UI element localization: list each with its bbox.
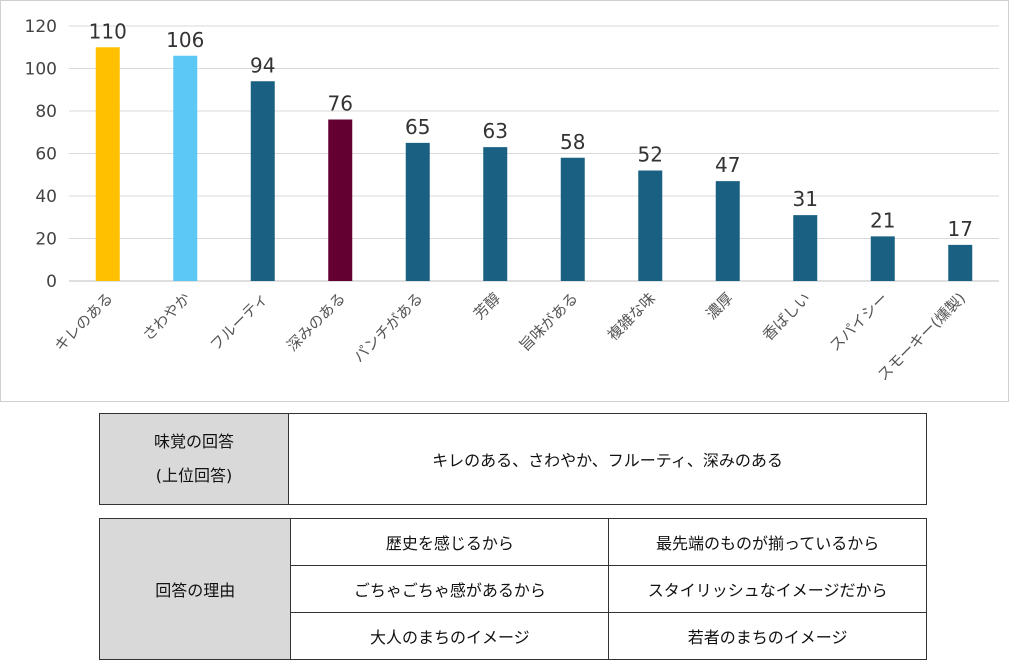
data-label: 76 [328, 92, 353, 116]
category-label: 芳醇 [470, 289, 504, 323]
data-label: 63 [483, 119, 508, 143]
data-label: 21 [870, 208, 895, 232]
bar [638, 170, 663, 281]
category-label: キレのある [51, 289, 117, 355]
data-label: 31 [793, 187, 818, 211]
reasons-table: 回答の理由 歴史を感じるから 最先端のものが揃っているから ごちゃごちゃ感がある… [98, 518, 927, 660]
data-label: 47 [715, 153, 740, 177]
taste-summary-header: 味覚の回答 (上位回答) [99, 413, 289, 505]
data-label: 52 [638, 143, 663, 167]
bar [483, 147, 508, 281]
category-label: パンチがある [350, 289, 427, 366]
reason-cell: ごちゃごちゃ感があるから [290, 565, 610, 613]
bar [948, 244, 973, 281]
bar [870, 236, 895, 281]
reasons-header: 回答の理由 [98, 518, 292, 660]
bar [95, 47, 120, 281]
reason-cell: 大人のまちのイメージ [290, 612, 610, 660]
bar [405, 142, 430, 281]
bar [715, 181, 740, 281]
reason-cell: スタイリッシュなイメージだから [608, 565, 927, 613]
bar [560, 157, 585, 281]
bar [173, 55, 198, 281]
data-label: 58 [560, 130, 585, 154]
bar [328, 119, 353, 281]
reason-cell: 若者のまちのイメージ [608, 612, 927, 660]
data-label: 65 [405, 115, 430, 139]
taste-summary-header-line2: (上位回答) [155, 466, 233, 485]
data-label: 94 [250, 53, 275, 77]
category-label: スパイシー [826, 289, 892, 355]
taste-summary-value: キレのある、さわやか、フルーティ、深みのある [288, 413, 927, 505]
bar [250, 81, 275, 281]
bar [793, 215, 818, 281]
category-label: 濃厚 [703, 289, 737, 323]
category-label: 複雑な味 [604, 289, 659, 344]
y-tick-label: 0 [46, 272, 57, 292]
category-label: 深みのある [283, 289, 349, 355]
chart-container: 0 20 40 60 80 100 120 110 キレのある 106 さわやか 94 フルーティ 76 深… [0, 0, 1009, 402]
taste-summary-table: 味覚の回答 (上位回答) キレのある、さわやか、フルーティ、深みのある [99, 413, 927, 505]
y-tick-label: 20 [35, 230, 57, 250]
category-label: 旨味がある [516, 289, 582, 355]
data-label: 110 [89, 19, 127, 43]
y-tick-label: 80 [35, 102, 57, 122]
data-label: 106 [166, 28, 204, 52]
taste-summary-header-line1: 味覚の回答 [153, 432, 234, 451]
data-label: 17 [948, 217, 973, 241]
reason-cell: 最先端のものが揃っているから [608, 518, 927, 566]
reason-cell: 歴史を感じるから [290, 518, 610, 566]
y-tick-label: 120 [25, 17, 57, 37]
y-tick-label: 40 [35, 187, 57, 207]
category-label: 香ばしい [759, 289, 814, 344]
bar-chart: 0 20 40 60 80 100 120 110 キレのある 106 さわやか 94 フルーティ 76 深… [25, 17, 999, 384]
category-label: フルーティ [206, 289, 271, 354]
y-tick-label: 60 [35, 145, 57, 165]
y-tick-label: 100 [25, 60, 57, 80]
category-label: さわやか [139, 289, 194, 344]
